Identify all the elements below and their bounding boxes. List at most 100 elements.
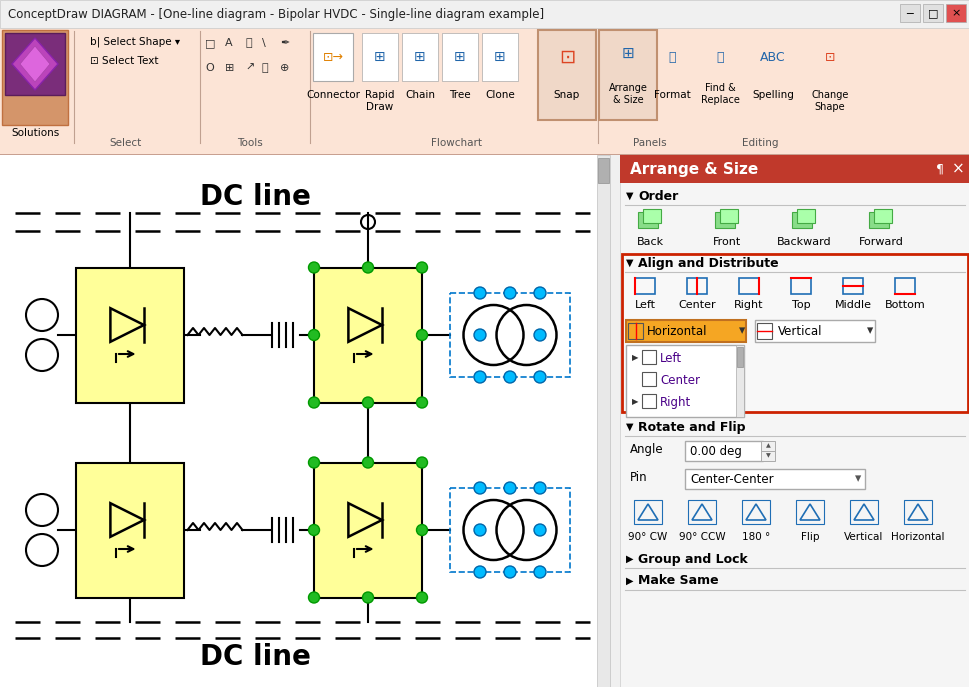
Bar xyxy=(796,500,823,524)
Text: Group and Lock: Group and Lock xyxy=(638,552,747,565)
Text: Center: Center xyxy=(677,300,715,310)
Text: Solutions: Solutions xyxy=(11,128,59,138)
Bar xyxy=(619,155,969,687)
Bar xyxy=(0,154,969,155)
Text: Tree: Tree xyxy=(449,90,470,100)
Text: ⊞: ⊞ xyxy=(493,50,505,64)
Bar xyxy=(849,500,877,524)
Text: Rapid
Draw: Rapid Draw xyxy=(365,90,394,111)
Text: Forward: Forward xyxy=(858,237,902,247)
Text: ▼: ▼ xyxy=(625,191,633,201)
Text: Find &
Replace: Find & Replace xyxy=(700,83,738,104)
Bar xyxy=(619,155,969,183)
Bar xyxy=(634,500,661,524)
Text: 🔍: 🔍 xyxy=(715,51,723,63)
Bar xyxy=(736,347,742,367)
Bar xyxy=(627,323,642,339)
Circle shape xyxy=(308,524,319,535)
Text: Change
Shape: Change Shape xyxy=(810,90,848,111)
Bar xyxy=(945,4,965,22)
Bar xyxy=(641,372,655,386)
Bar xyxy=(714,212,735,228)
Circle shape xyxy=(362,262,373,273)
Bar xyxy=(442,33,478,81)
Text: Arrange & Size: Arrange & Size xyxy=(629,161,758,177)
Text: Vertical: Vertical xyxy=(843,532,883,542)
Circle shape xyxy=(504,566,516,578)
Text: Left: Left xyxy=(634,300,655,310)
Text: 90° CCW: 90° CCW xyxy=(678,532,725,542)
Bar xyxy=(5,33,65,95)
Polygon shape xyxy=(20,46,50,82)
Bar xyxy=(741,500,769,524)
Text: \: \ xyxy=(262,38,266,48)
Text: ▾: ▾ xyxy=(866,324,872,337)
Bar xyxy=(761,451,774,461)
Bar xyxy=(686,278,706,294)
Circle shape xyxy=(504,371,516,383)
Text: Spelling: Spelling xyxy=(751,90,793,100)
Text: ⊡ Select Text: ⊡ Select Text xyxy=(90,56,158,66)
Text: Horizontal: Horizontal xyxy=(646,324,706,337)
Circle shape xyxy=(416,330,427,341)
Text: ✒: ✒ xyxy=(280,38,289,48)
Text: Flowchart: Flowchart xyxy=(430,138,481,148)
Text: Chain: Chain xyxy=(405,90,434,100)
Bar xyxy=(76,462,184,598)
Text: A: A xyxy=(225,38,233,48)
Text: DC line: DC line xyxy=(200,183,310,211)
Bar xyxy=(922,4,942,22)
Circle shape xyxy=(534,482,546,494)
Text: Order: Order xyxy=(638,190,677,203)
Circle shape xyxy=(362,397,373,408)
Bar xyxy=(641,394,655,408)
Bar xyxy=(450,293,570,377)
Text: ▼: ▼ xyxy=(625,258,633,268)
Bar xyxy=(597,158,609,183)
Bar xyxy=(873,209,891,223)
Bar xyxy=(625,345,743,417)
Circle shape xyxy=(504,287,516,299)
Text: ▶: ▶ xyxy=(632,354,638,363)
Text: ¶: ¶ xyxy=(935,163,943,175)
Bar xyxy=(754,320,874,342)
Bar xyxy=(635,278,654,294)
Text: ▾: ▾ xyxy=(738,324,744,337)
Circle shape xyxy=(362,457,373,468)
Circle shape xyxy=(474,329,485,341)
Bar xyxy=(738,278,758,294)
Text: ⬜: ⬜ xyxy=(245,38,251,48)
Circle shape xyxy=(474,566,485,578)
Text: Align and Distribute: Align and Distribute xyxy=(638,256,778,269)
Circle shape xyxy=(504,482,516,494)
Text: Left: Left xyxy=(659,352,681,365)
Text: Back: Back xyxy=(636,237,663,247)
Text: Vertical: Vertical xyxy=(777,324,822,337)
Text: ⊡: ⊡ xyxy=(558,47,575,67)
Circle shape xyxy=(474,524,485,536)
Bar xyxy=(761,441,774,451)
Text: ↗: ↗ xyxy=(245,63,254,73)
Circle shape xyxy=(534,524,546,536)
Bar xyxy=(0,0,969,28)
Bar xyxy=(621,254,967,412)
Bar xyxy=(684,441,763,461)
Text: ▶: ▶ xyxy=(632,398,638,407)
Bar xyxy=(641,350,655,364)
Text: □: □ xyxy=(204,38,215,48)
Text: Pin: Pin xyxy=(629,471,647,484)
Bar xyxy=(638,212,657,228)
Text: Arrange
& Size: Arrange & Size xyxy=(608,83,646,104)
Text: ABC: ABC xyxy=(760,51,785,63)
Circle shape xyxy=(416,457,427,468)
Bar xyxy=(314,462,422,598)
Bar xyxy=(450,488,570,572)
Circle shape xyxy=(416,592,427,603)
Text: O: O xyxy=(204,63,213,73)
Bar xyxy=(687,500,715,524)
Circle shape xyxy=(308,397,319,408)
Text: Front: Front xyxy=(712,237,740,247)
Text: 0.00 deg: 0.00 deg xyxy=(689,444,741,458)
Text: ▾: ▾ xyxy=(854,473,860,486)
Text: Connector: Connector xyxy=(305,90,359,100)
